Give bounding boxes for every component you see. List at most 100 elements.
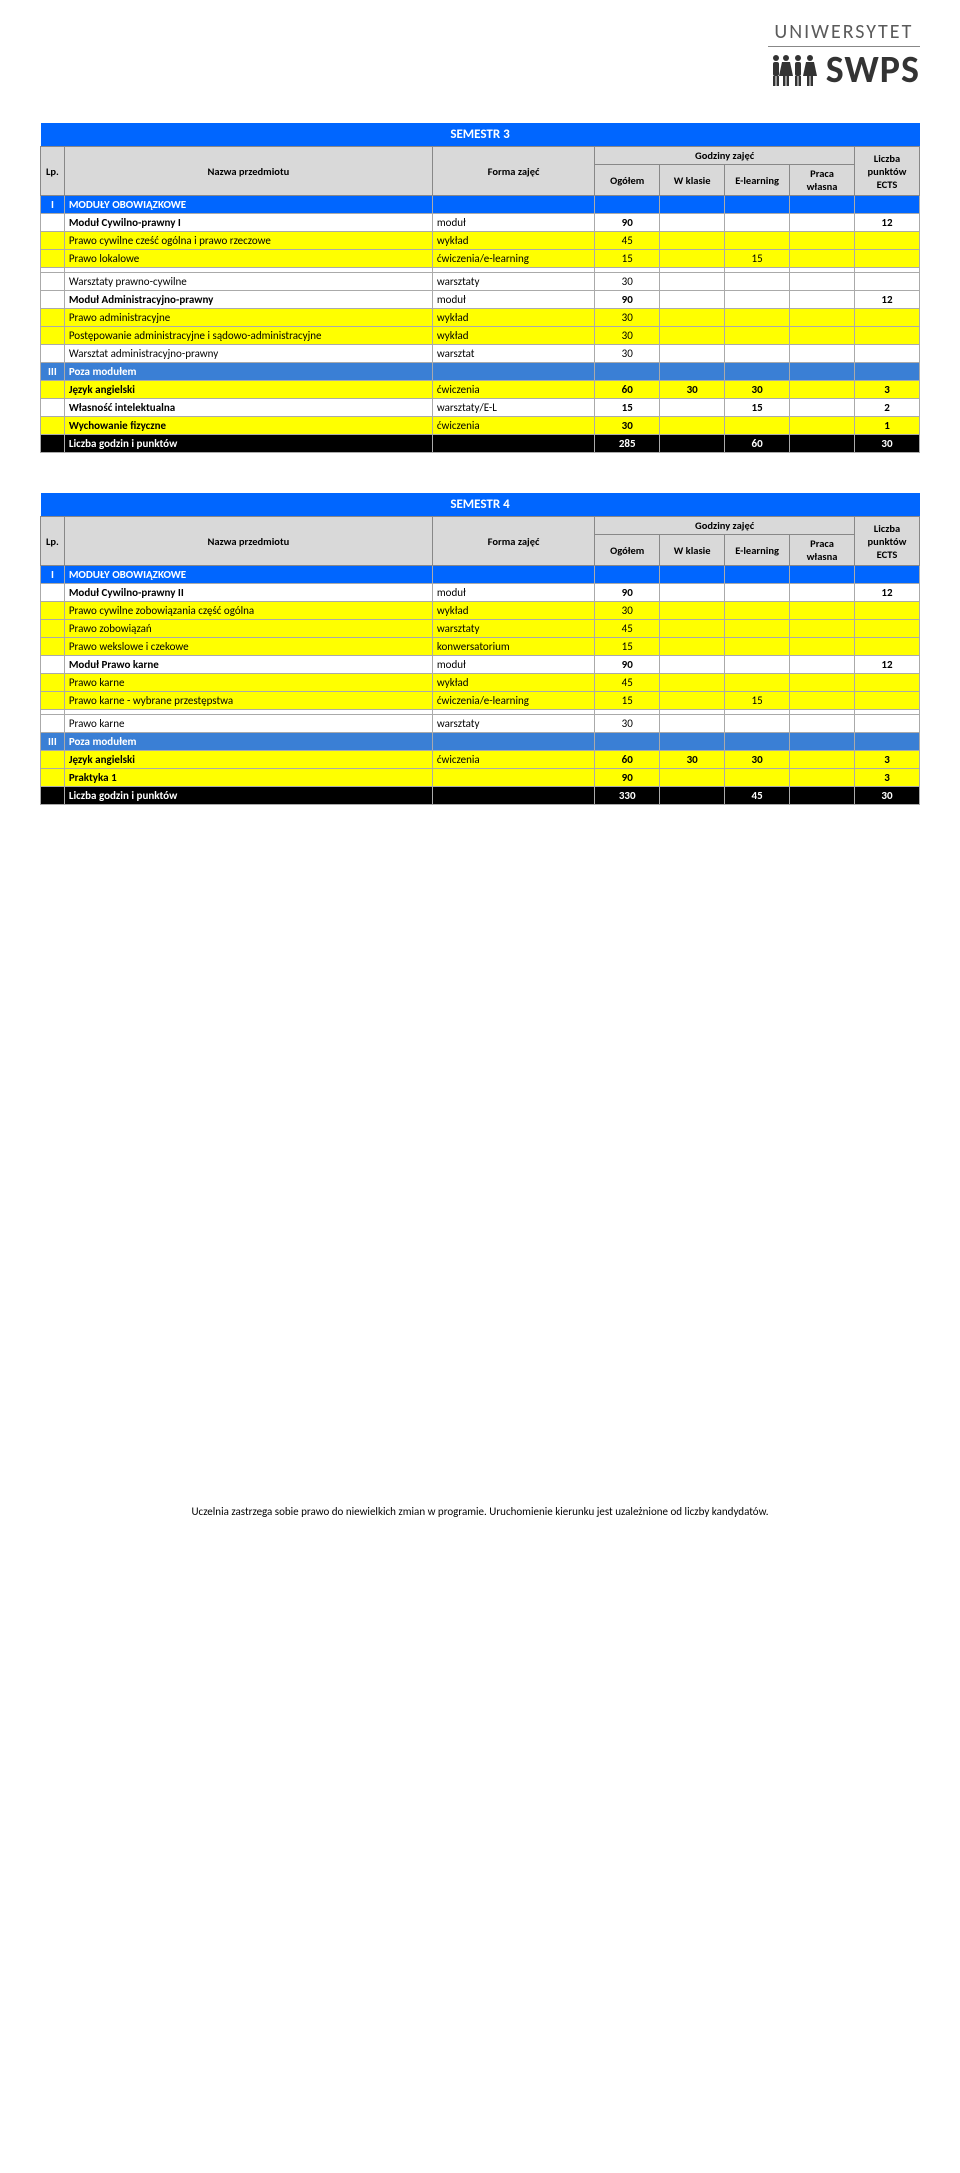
cell-form bbox=[432, 733, 594, 751]
cell-form: ćwiczenia bbox=[432, 417, 594, 435]
cell-ects bbox=[854, 733, 919, 751]
table-row: Prawo wekslowe i czekowekonwersatorium15 bbox=[41, 638, 920, 656]
table-row: IIIPoza modułem bbox=[41, 733, 920, 751]
cell-lp bbox=[41, 435, 65, 453]
cell-elearn bbox=[725, 291, 790, 309]
cell-elearn bbox=[725, 638, 790, 656]
table-row: Warsztat administracyjno-prawnywarsztat3… bbox=[41, 345, 920, 363]
cell-form: wykład bbox=[432, 327, 594, 345]
cell-own bbox=[790, 715, 855, 733]
cell-form bbox=[432, 363, 594, 381]
cell-elearn bbox=[725, 769, 790, 787]
cell-total: 15 bbox=[595, 399, 660, 417]
table-row: Prawo karnewarsztaty30 bbox=[41, 715, 920, 733]
cell-own bbox=[790, 214, 855, 232]
cell-own bbox=[790, 196, 855, 214]
cell-total: 90 bbox=[595, 214, 660, 232]
header-inclass: W klasie bbox=[660, 535, 725, 566]
cell-total bbox=[595, 733, 660, 751]
cell-lp: I bbox=[41, 566, 65, 584]
table-row: Prawo lokalowećwiczenia/e-learning1515 bbox=[41, 250, 920, 268]
cell-elearn bbox=[725, 602, 790, 620]
cell-total: 15 bbox=[595, 250, 660, 268]
cell-name: Moduł Prawo karne bbox=[64, 656, 432, 674]
cell-form bbox=[432, 566, 594, 584]
cell-own bbox=[790, 787, 855, 805]
cell-inclass bbox=[660, 196, 725, 214]
cell-name: Prawo cywilne zobowiązania część ogólna bbox=[64, 602, 432, 620]
table-row: Prawo zobowiązańwarsztaty45 bbox=[41, 620, 920, 638]
cell-own bbox=[790, 399, 855, 417]
cell-ects: 12 bbox=[854, 656, 919, 674]
cell-own bbox=[790, 363, 855, 381]
cell-elearn: 15 bbox=[725, 399, 790, 417]
table-row: Praktyka 1903 bbox=[41, 769, 920, 787]
table-row: Wychowanie fizycznećwiczenia301 bbox=[41, 417, 920, 435]
cell-own bbox=[790, 345, 855, 363]
cell-form: moduł bbox=[432, 291, 594, 309]
table-row: Prawo cywilne cześć ogólna i prawo rzecz… bbox=[41, 232, 920, 250]
header-ects: Liczba punktów ECTS bbox=[854, 517, 919, 566]
header-inclass: W klasie bbox=[660, 165, 725, 196]
cell-ects bbox=[854, 196, 919, 214]
cell-ects bbox=[854, 674, 919, 692]
cell-inclass bbox=[660, 417, 725, 435]
cell-form: moduł bbox=[432, 214, 594, 232]
cell-form: wykład bbox=[432, 602, 594, 620]
cell-lp bbox=[41, 602, 65, 620]
header-lp: Lp. bbox=[41, 147, 65, 196]
table-row: Moduł Cywilno-prawny Imoduł9012 bbox=[41, 214, 920, 232]
cell-name: Poza modułem bbox=[64, 733, 432, 751]
cell-lp bbox=[41, 327, 65, 345]
header-lp: Lp. bbox=[41, 517, 65, 566]
cell-total: 30 bbox=[595, 417, 660, 435]
cell-inclass bbox=[660, 638, 725, 656]
cell-ects bbox=[854, 309, 919, 327]
cell-ects bbox=[854, 602, 919, 620]
cell-inclass bbox=[660, 309, 725, 327]
table-row: Prawo cywilne zobowiązania część ogólnaw… bbox=[41, 602, 920, 620]
cell-elearn: 45 bbox=[725, 787, 790, 805]
header-form: Forma zajęć bbox=[432, 147, 594, 196]
table-row: Prawo administracyjnewykład30 bbox=[41, 309, 920, 327]
cell-total: 45 bbox=[595, 674, 660, 692]
cell-own bbox=[790, 417, 855, 435]
cell-inclass bbox=[660, 435, 725, 453]
cell-elearn bbox=[725, 363, 790, 381]
cell-name: Praktyka 1 bbox=[64, 769, 432, 787]
cell-total: 45 bbox=[595, 232, 660, 250]
cell-name: Liczba godzin i punktów bbox=[64, 787, 432, 805]
footer-text: Uczelnia zastrzega sobie prawo do niewie… bbox=[40, 1505, 920, 1518]
header-elearn: E-learning bbox=[725, 165, 790, 196]
cell-own bbox=[790, 435, 855, 453]
cell-lp bbox=[41, 656, 65, 674]
header-name: Nazwa przedmiotu bbox=[64, 517, 432, 566]
cell-name: Liczba godzin i punktów bbox=[64, 435, 432, 453]
cell-form: warsztaty bbox=[432, 620, 594, 638]
cell-own bbox=[790, 751, 855, 769]
cell-inclass bbox=[660, 250, 725, 268]
cell-total: 60 bbox=[595, 751, 660, 769]
cell-lp bbox=[41, 417, 65, 435]
cell-own bbox=[790, 273, 855, 291]
cell-lp bbox=[41, 214, 65, 232]
cell-ects: 30 bbox=[854, 435, 919, 453]
cell-elearn bbox=[725, 584, 790, 602]
cell-name: Prawo cywilne cześć ogólna i prawo rzecz… bbox=[64, 232, 432, 250]
cell-name: Język angielski bbox=[64, 381, 432, 399]
cell-lp bbox=[41, 674, 65, 692]
cell-name: Prawo zobowiązań bbox=[64, 620, 432, 638]
cell-name: Prawo wekslowe i czekowe bbox=[64, 638, 432, 656]
cell-elearn bbox=[725, 656, 790, 674]
cell-total bbox=[595, 566, 660, 584]
cell-inclass: 30 bbox=[660, 381, 725, 399]
semester-title: SEMESTR 3 bbox=[41, 123, 920, 147]
cell-own bbox=[790, 566, 855, 584]
cell-ects bbox=[854, 566, 919, 584]
cell-inclass bbox=[660, 656, 725, 674]
cell-lp bbox=[41, 399, 65, 417]
cell-inclass bbox=[660, 584, 725, 602]
cell-own bbox=[790, 232, 855, 250]
cell-total bbox=[595, 363, 660, 381]
logo-top-text: UNIWERSYTET bbox=[768, 20, 920, 47]
